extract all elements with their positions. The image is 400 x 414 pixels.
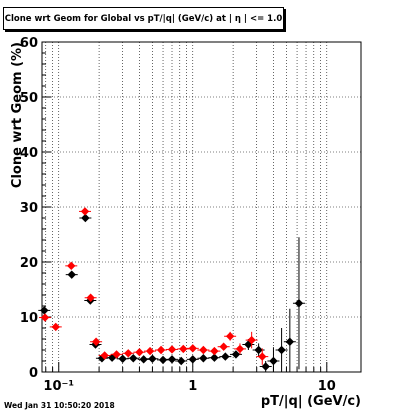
series-red-point: [210, 346, 219, 356]
y-tick-label: 60: [20, 36, 38, 51]
x-axis-label: pT/|q| (GeV/c): [261, 394, 361, 409]
series-black-point: [167, 355, 177, 364]
y-tick-label: 20: [20, 256, 38, 271]
series-red-point: [219, 342, 228, 351]
series-black-point: [158, 355, 168, 365]
series-red-point: [188, 344, 197, 353]
series-red-point: [91, 337, 101, 346]
series-black-point: [254, 345, 263, 355]
series-red-point: [100, 351, 109, 360]
series-black-point: [148, 354, 157, 363]
y-tick-label: 50: [20, 91, 38, 106]
y-tick-label: 40: [20, 146, 38, 161]
series-red-point: [51, 322, 60, 332]
series-black-point: [294, 299, 304, 308]
chart-title: Clone wrt Geom for Global vs pT/|q| (GeV…: [3, 7, 284, 30]
series-black-point: [221, 352, 230, 361]
series-black-point: [118, 354, 127, 363]
series-red-point: [135, 348, 144, 357]
series-red-point: [40, 313, 50, 322]
series-red-point: [67, 261, 76, 271]
series-red-point: [145, 346, 155, 356]
series-black-point: [188, 355, 197, 364]
series-red-point: [156, 345, 166, 355]
series-black-point: [177, 356, 186, 366]
series-black-point: [277, 345, 286, 355]
y-tick-label: 10: [20, 311, 38, 326]
x-tick-label: 10: [318, 379, 336, 394]
series-black-point: [269, 356, 278, 366]
series-red-point: [225, 332, 235, 341]
series-black-point: [40, 306, 49, 315]
series-red-point: [235, 344, 245, 354]
series-black-point: [129, 354, 138, 363]
y-tick-label: 0: [29, 366, 38, 381]
series-black-point: [285, 337, 295, 346]
x-tick-label: 10⁻¹: [43, 379, 74, 394]
series-red-point: [80, 207, 90, 216]
series-red-point: [258, 352, 267, 361]
series-red-point: [86, 293, 95, 302]
x-tick-label: 1: [188, 379, 197, 394]
series-black-point: [199, 354, 208, 363]
series-red-point: [112, 350, 121, 359]
series-black-point: [261, 362, 270, 371]
series-black-point: [231, 350, 241, 359]
timestamp-footer: Wed Jan 31 10:50:20 2018: [4, 401, 115, 410]
series-black-point: [139, 355, 148, 364]
series-red-point: [167, 345, 177, 354]
series-red-point: [124, 349, 133, 358]
series-black-point: [67, 270, 76, 279]
series-red-point: [199, 345, 208, 355]
series-red-point: [179, 344, 188, 354]
y-tick-label: 30: [20, 201, 38, 216]
series-red-point: [247, 335, 256, 345]
series-black-point: [81, 213, 90, 223]
y-axis-label: Clone wrt Geom (%): [10, 42, 25, 188]
series-black-point: [97, 354, 107, 363]
series-black-point: [210, 353, 219, 362]
